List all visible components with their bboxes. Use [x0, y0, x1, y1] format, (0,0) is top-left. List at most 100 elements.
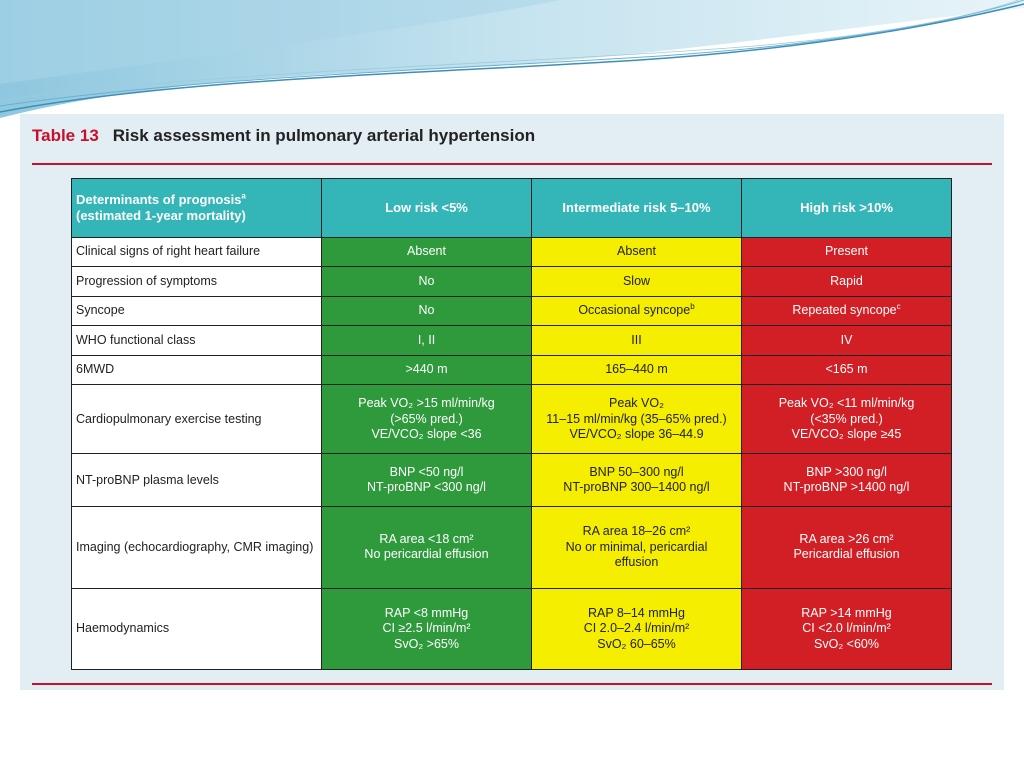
row-label: Syncope: [71, 295, 322, 327]
row-label: NT-proBNP plasma levels: [71, 453, 322, 508]
table-row: Syncope No Occasional syncopeb Repeated syn…: [71, 295, 952, 327]
cell-line: BNP 50–300 ng/l: [589, 464, 684, 479]
cell-line: No: [418, 303, 435, 318]
table-row: WHO functional class I, II III IV: [71, 325, 952, 356]
high-risk-cell: IV: [741, 325, 952, 356]
bottom-rule: [32, 683, 992, 685]
cell-line: BNP >300 ng/l: [806, 464, 887, 479]
cell-line: RAP <8 mmHg: [384, 605, 469, 620]
cell-line: VE/VCO₂ slope ≥45: [791, 427, 902, 442]
cell-line: SvO₂ 60–65%: [597, 636, 676, 651]
high-risk-cell: Repeated syncopec: [741, 295, 952, 327]
cell-line: IV: [840, 332, 853, 347]
cell-line: >440 m: [405, 362, 448, 377]
low-risk-cell: RA area <18 cm² No pericardial effusion: [321, 506, 532, 589]
cell-line: Pericardial effusion: [793, 547, 900, 562]
cell-line: Rapid: [830, 273, 863, 288]
cell-line: (>65% pred.): [390, 411, 463, 426]
low-risk-cell: BNP <50 ng/l NT-proBNP <300 ng/l: [321, 453, 532, 508]
high-risk-cell: RAP >14 mmHg CI <2.0 l/min/m² SvO₂ <60%: [741, 587, 952, 671]
cell-line: III: [631, 332, 642, 347]
cell-line: (<35% pred.): [810, 411, 883, 426]
cell-line: Repeated syncopec: [792, 302, 901, 318]
cell-line: Slow: [622, 273, 651, 288]
high-risk-cell: Present: [741, 236, 952, 268]
cell-line: NT-proBNP >1400 ng/l: [783, 480, 910, 495]
high-risk-cell: RA area >26 cm² Pericardial effusion: [741, 506, 952, 589]
cell-line: NT-proBNP <300 ng/l: [367, 480, 486, 495]
high-risk-cell: Rapid: [741, 266, 952, 297]
row-label: Imaging (echocardiography, CMR imaging): [71, 506, 322, 589]
intermediate-risk-cell: III: [531, 325, 742, 356]
intermediate-risk-cell: Occasional syncopeb: [531, 295, 742, 327]
cell-line: CI 2.0–2.4 l/min/m²: [583, 621, 690, 636]
cell-line: No: [418, 273, 435, 288]
risk-table: Determinants of prognosisa (estimated 1-…: [71, 178, 952, 671]
cell-line: Present: [824, 244, 869, 259]
cell-line: RA area >26 cm²: [799, 531, 894, 546]
intermediate-risk-cell: RAP 8–14 mmHg CI 2.0–2.4 l/min/m² SvO₂ 60–…: [531, 587, 742, 671]
cell-line: <165 m: [825, 362, 868, 377]
header-row: Determinants of prognosisa (estimated 1-…: [71, 178, 952, 238]
low-risk-cell: Peak VO₂ >15 ml/min/kg (>65% pred.) VE/VCO…: [321, 384, 532, 455]
table-row: Cardiopulmonary exercise testing Peak VO₂…: [71, 384, 952, 455]
cell-line: Absent: [407, 244, 446, 259]
low-risk-cell: No: [321, 295, 532, 327]
high-risk-cell: <165 m: [741, 354, 952, 386]
row-label: Progression of symptoms: [71, 266, 322, 297]
table-row: Progression of symptoms No Slow Rapid: [71, 266, 952, 297]
cell-line: 11–15 ml/min/kg (35–65% pred.): [546, 411, 727, 426]
cell-line: Occasional syncopeb: [578, 302, 695, 318]
table-title: Risk assessment in pulmonary arterial hy…: [112, 126, 536, 145]
cell-line: NT-proBNP 300–1400 ng/l: [563, 480, 710, 495]
cell-line: RA area <18 cm²: [379, 531, 474, 546]
row-label: 6MWD: [71, 354, 322, 386]
cell-line: VE/VCO₂ slope 36–44.9: [569, 427, 704, 442]
header-intermediate-risk: Intermediate risk 5–10%: [531, 178, 742, 238]
cell-line: SvO₂ >65%: [394, 636, 459, 651]
high-risk-cell: Peak VO₂ <11 ml/min/kg (<35% pred.) VE/VCO…: [741, 384, 952, 455]
cell-line: VE/VCO₂ slope <36: [371, 427, 482, 442]
intermediate-risk-cell: Peak VO₂ 11–15 ml/min/kg (35–65% pred.) VE…: [531, 384, 742, 455]
cell-line: Absent: [617, 244, 656, 259]
header-high-risk: High risk >10%: [741, 178, 952, 238]
row-label: Clinical signs of right heart failure: [71, 236, 322, 268]
cell-line: 165–440 m: [605, 362, 668, 377]
intermediate-risk-cell: 165–440 m: [531, 354, 742, 386]
cell-line: Peak VO₂ >15 ml/min/kg: [358, 396, 495, 411]
cell-line: I, II: [417, 332, 436, 347]
low-risk-cell: RAP <8 mmHg CI ≥2.5 l/min/m² SvO₂ >65%: [321, 587, 532, 671]
cell-line: CI ≥2.5 l/min/m²: [382, 621, 471, 636]
table-number: Table 13: [32, 126, 99, 145]
table-row: Imaging (echocardiography, CMR imaging) R…: [71, 506, 952, 589]
cell-line: RAP >14 mmHg: [801, 605, 892, 620]
cell-line: No or minimal, pericardial: [565, 539, 708, 554]
intermediate-risk-cell: BNP 50–300 ng/l NT-proBNP 300–1400 ng/l: [531, 453, 742, 508]
header-determinants: Determinants of prognosisa (estimated 1-…: [71, 178, 322, 238]
row-label: Cardiopulmonary exercise testing: [71, 384, 322, 455]
cell-line: RAP 8–14 mmHg: [587, 605, 686, 620]
row-label: Haemodynamics: [71, 587, 322, 671]
header-low-risk: Low risk <5%: [321, 178, 532, 238]
high-risk-cell: BNP >300 ng/l NT-proBNP >1400 ng/l: [741, 453, 952, 508]
low-risk-cell: I, II: [321, 325, 532, 356]
cell-line: BNP <50 ng/l: [389, 464, 464, 479]
cell-line: effusion: [614, 555, 659, 570]
decorative-swoosh: [0, 0, 1024, 118]
table-row: Haemodynamics RAP <8 mmHg CI ≥2.5 l/min/m²…: [71, 587, 952, 671]
low-risk-cell: Absent: [321, 236, 532, 268]
table-row: Clinical signs of right heart failure Abs…: [71, 236, 952, 268]
cell-line: RA area 18–26 cm²: [582, 524, 691, 539]
cell-line: CI <2.0 l/min/m²: [802, 621, 891, 636]
intermediate-risk-cell: Absent: [531, 236, 742, 268]
intermediate-risk-cell: Slow: [531, 266, 742, 297]
low-risk-cell: >440 m: [321, 354, 532, 386]
table-row: 6MWD >440 m 165–440 m <165 m: [71, 354, 952, 386]
table-row: NT-proBNP plasma levels BNP <50 ng/l NT-pr…: [71, 453, 952, 508]
cell-line: No pericardial effusion: [364, 547, 489, 562]
cell-line: Peak VO₂: [609, 396, 664, 411]
cell-line: Peak VO₂ <11 ml/min/kg: [778, 396, 915, 411]
intermediate-risk-cell: RA area 18–26 cm² No or minimal, pericard…: [531, 506, 742, 589]
cell-line: SvO₂ <60%: [814, 636, 879, 651]
table-caption: Table 13 Risk assessment in pulmonary art…: [32, 126, 535, 146]
